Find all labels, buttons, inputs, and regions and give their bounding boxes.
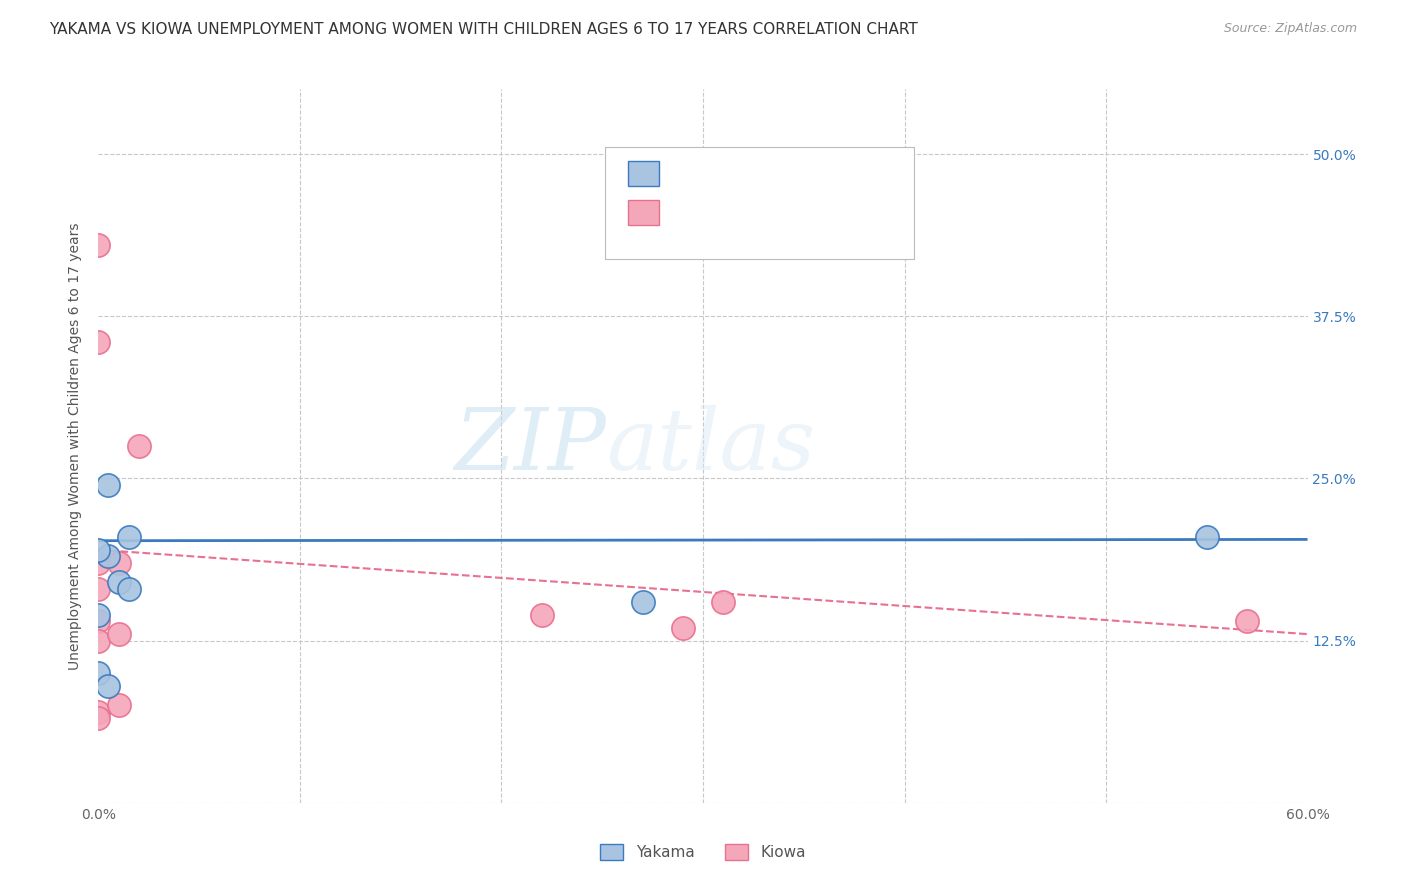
Point	[87, 633, 110, 648]
Text: ZIP: ZIP	[454, 405, 606, 487]
Point	[97, 679, 120, 693]
Point	[711, 595, 734, 609]
Text: atlas: atlas	[606, 405, 815, 487]
Legend: Yakama, Kiowa: Yakama, Kiowa	[595, 838, 811, 866]
Point	[107, 627, 129, 641]
Point	[87, 711, 110, 725]
Point	[128, 439, 150, 453]
Point	[651, 205, 673, 219]
Point	[87, 335, 110, 350]
Point	[97, 478, 120, 492]
Point	[87, 542, 110, 557]
Point	[118, 530, 141, 544]
Point	[97, 549, 120, 564]
Point	[107, 556, 129, 570]
Point	[87, 705, 110, 719]
Point	[87, 238, 110, 252]
Point	[87, 614, 110, 628]
Point	[672, 621, 695, 635]
Point	[87, 666, 110, 681]
Text: YAKAMA VS KIOWA UNEMPLOYMENT AMONG WOMEN WITH CHILDREN AGES 6 TO 17 YEARS CORREL: YAKAMA VS KIOWA UNEMPLOYMENT AMONG WOMEN…	[49, 22, 918, 37]
Point	[107, 575, 129, 590]
Point	[1236, 614, 1258, 628]
Text: R = -0.058   N = 16: R = -0.058 N = 16	[671, 207, 821, 222]
Text: R =  0.005   N = 12: R = 0.005 N = 12	[671, 168, 820, 183]
Text: Source: ZipAtlas.com: Source: ZipAtlas.com	[1223, 22, 1357, 36]
Point	[631, 595, 654, 609]
Point	[118, 582, 141, 596]
Point	[87, 607, 110, 622]
Y-axis label: Unemployment Among Women with Children Ages 6 to 17 years: Unemployment Among Women with Children A…	[69, 222, 83, 670]
Point	[107, 698, 129, 713]
Point	[87, 582, 110, 596]
Point	[530, 607, 553, 622]
Point	[1195, 530, 1218, 544]
Point	[87, 556, 110, 570]
